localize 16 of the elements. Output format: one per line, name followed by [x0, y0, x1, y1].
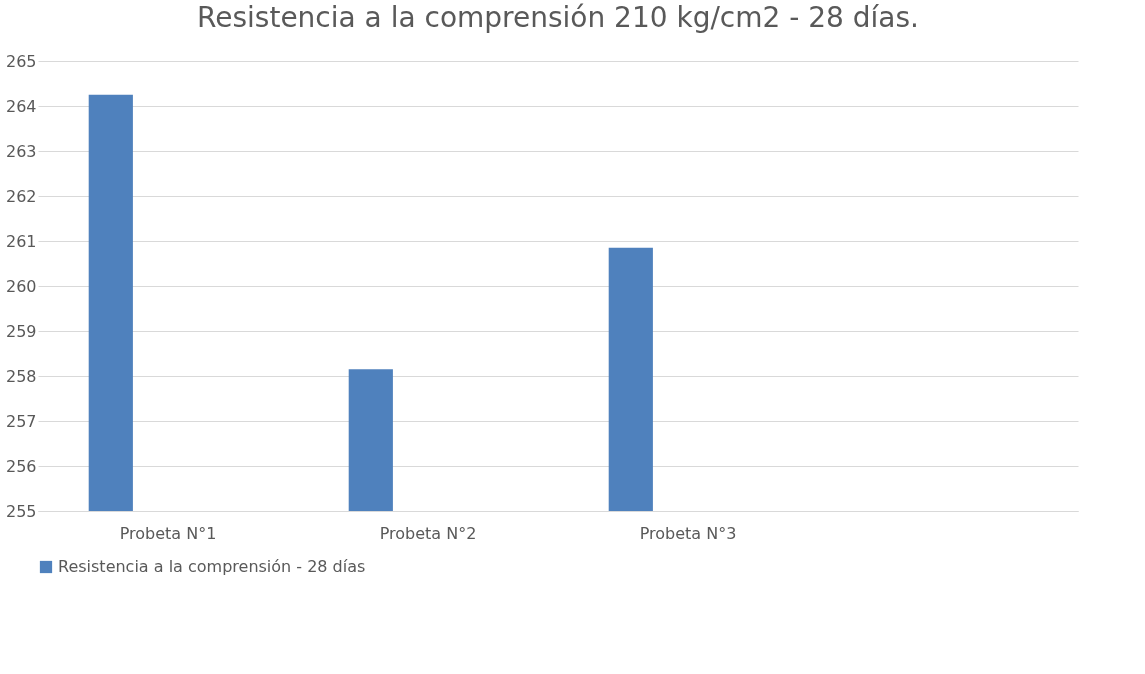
- x-tick-label: Probeta N°3: [639, 523, 737, 543]
- y-tick-label: 261: [5, 231, 37, 251]
- y-tick-label: 256: [5, 456, 37, 476]
- x-tick-label: Probeta N°2: [379, 523, 477, 543]
- y-tick-label: 259: [5, 321, 37, 341]
- y-tick-label: 258: [5, 366, 37, 386]
- y-tick-label: 263: [5, 141, 37, 161]
- y-tick-label: 260: [5, 276, 37, 296]
- y-tick-label: 264: [5, 96, 37, 116]
- y-tick-label: 257: [5, 411, 37, 431]
- y-tick-label: 255: [5, 501, 37, 521]
- y-tick-label: 262: [5, 186, 37, 206]
- y-tick-label: 265: [5, 51, 37, 71]
- legend-label: Resistencia a la comprensión - 28 días: [58, 557, 366, 576]
- chart-title: Resistencia a la comprensión 210 kg/cm2 - 28 días.: [197, 1, 919, 34]
- x-tick-label: Probeta N°1: [119, 523, 217, 543]
